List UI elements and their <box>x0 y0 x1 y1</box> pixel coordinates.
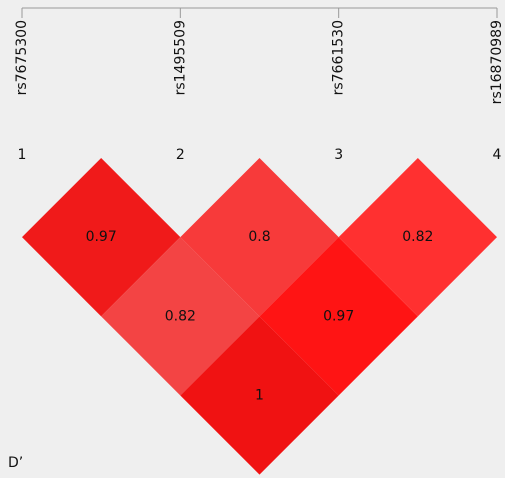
ld-cell <box>22 158 181 317</box>
marker-number: 2 <box>176 147 185 163</box>
marker-number: 4 <box>493 147 502 163</box>
marker-name: rs7661530 <box>331 20 347 95</box>
cell-label: 0.82 <box>165 308 196 324</box>
marker-name: rs1495509 <box>172 20 188 95</box>
ld-cell <box>180 316 339 475</box>
cell-label: 0.97 <box>86 229 117 245</box>
cell-label: 1 <box>255 388 264 404</box>
measure-label: D’ <box>8 455 23 471</box>
ld-cell <box>338 158 497 317</box>
marker-number: 1 <box>18 147 27 163</box>
ld-cell <box>259 237 418 396</box>
ld-cell <box>101 237 260 396</box>
cell-label: 0.97 <box>323 308 354 324</box>
marker-number: 3 <box>334 147 343 163</box>
marker-name: rs7675300 <box>14 20 30 95</box>
ld-cell <box>180 158 339 317</box>
cell-label: 0.8 <box>248 229 270 245</box>
cell-label: 0.82 <box>402 229 433 245</box>
marker-name: rs16870989 <box>489 20 505 104</box>
